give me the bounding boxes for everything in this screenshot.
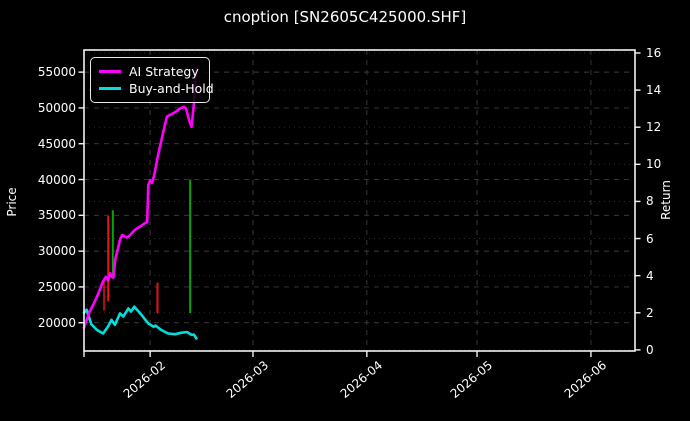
ai-strategy-line-swatch bbox=[99, 70, 121, 73]
legend-item-ai-strategy: AI Strategy bbox=[99, 63, 201, 80]
return-tick-label: 16 bbox=[646, 45, 662, 60]
legend-item-buy-and-hold: Buy-and-Hold bbox=[99, 80, 214, 97]
price-tick-label: 50000 bbox=[37, 100, 76, 115]
return-tick-label: 0 bbox=[646, 342, 654, 357]
price-tick-label: 20000 bbox=[37, 315, 76, 330]
sell-signal-bar bbox=[103, 279, 105, 311]
return-tick-label: 4 bbox=[646, 268, 654, 283]
price-tick-label: 55000 bbox=[37, 65, 76, 80]
price-tick-label: 25000 bbox=[37, 279, 76, 294]
buy-signal-bar bbox=[111, 210, 114, 279]
price-tick-label: 30000 bbox=[37, 244, 76, 259]
legend-label: Buy-and-Hold bbox=[129, 81, 214, 96]
return-tick-label: 10 bbox=[646, 157, 662, 172]
ai-strategy-line bbox=[82, 66, 198, 330]
price-tick-label: 40000 bbox=[37, 172, 76, 187]
return-tick-label: 2 bbox=[646, 305, 654, 320]
buy-and-hold-line bbox=[82, 305, 198, 340]
sell-signal-bar bbox=[156, 282, 159, 314]
price-tick-label: 45000 bbox=[37, 136, 76, 151]
legend: AI Strategy Buy-and-Hold bbox=[90, 57, 214, 103]
price-tick-label: 35000 bbox=[37, 208, 76, 223]
return-tick-label: 14 bbox=[646, 83, 662, 98]
legend-label: AI Strategy bbox=[129, 64, 199, 79]
chart-title: cnoption [SN2605C425000.SHF] bbox=[223, 8, 467, 26]
return-tick-label: 12 bbox=[646, 120, 662, 135]
sell-signal-bar bbox=[107, 216, 110, 302]
plot-border bbox=[83, 49, 636, 352]
return-tick-label: 6 bbox=[646, 231, 654, 246]
buy-and-hold-line-swatch bbox=[99, 87, 121, 90]
return-tick-label: 8 bbox=[646, 194, 654, 209]
buy-signal-bar bbox=[189, 179, 192, 314]
